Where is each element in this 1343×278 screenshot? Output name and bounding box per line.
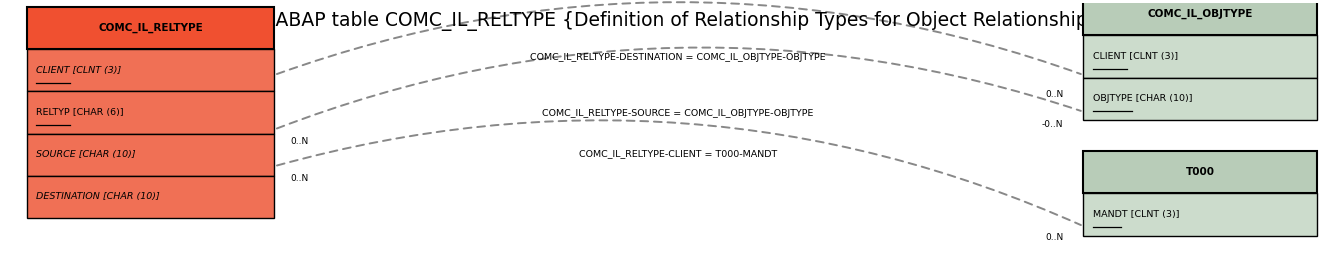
Bar <box>1084 78 1317 120</box>
Bar <box>27 133 274 176</box>
Text: COMC_IL_RELTYPE-CLIENT = T000-MANDT: COMC_IL_RELTYPE-CLIENT = T000-MANDT <box>579 150 778 158</box>
Text: SOURCE [CHAR (10)]: SOURCE [CHAR (10)] <box>36 150 136 159</box>
Text: 0..N: 0..N <box>290 137 309 146</box>
Text: -0..N: -0..N <box>1042 120 1064 128</box>
Bar <box>1084 193 1317 236</box>
Bar <box>1084 151 1317 193</box>
Text: COMC_IL_RELTYPE-DESTINATION = COMC_IL_OBJTYPE-OBJTYPE: COMC_IL_RELTYPE-DESTINATION = COMC_IL_OB… <box>530 53 826 62</box>
Text: OBJTYPE [CHAR (10)]: OBJTYPE [CHAR (10)] <box>1093 94 1193 103</box>
Bar <box>1084 36 1317 78</box>
Text: CLIENT [CLNT (3)]: CLIENT [CLNT (3)] <box>1093 52 1178 61</box>
Text: T000: T000 <box>1186 167 1215 177</box>
Text: 0..N: 0..N <box>1045 90 1064 98</box>
Text: MANDT [CLNT (3)]: MANDT [CLNT (3)] <box>1093 210 1179 219</box>
Bar <box>27 91 274 133</box>
Text: 0..N: 0..N <box>1045 233 1064 242</box>
Bar <box>1084 0 1317 36</box>
Bar <box>27 49 274 91</box>
Text: 0..N: 0..N <box>290 174 309 183</box>
Bar <box>27 176 274 218</box>
Bar <box>27 7 274 49</box>
Text: DESTINATION [CHAR (10)]: DESTINATION [CHAR (10)] <box>36 192 160 201</box>
Text: COMC_IL_OBJTYPE: COMC_IL_OBJTYPE <box>1148 9 1253 19</box>
Text: COMC_IL_RELTYPE-SOURCE = COMC_IL_OBJTYPE-OBJTYPE: COMC_IL_RELTYPE-SOURCE = COMC_IL_OBJTYPE… <box>543 109 814 118</box>
Text: SAP ABAP table COMC_IL_RELTYPE {Definition of Relationship Types for Object Rela: SAP ABAP table COMC_IL_RELTYPE {Definiti… <box>234 11 1109 31</box>
Text: CLIENT [CLNT (3)]: CLIENT [CLNT (3)] <box>36 66 121 75</box>
Text: COMC_IL_RELTYPE: COMC_IL_RELTYPE <box>98 23 203 33</box>
Text: RELTYP [CHAR (6)]: RELTYP [CHAR (6)] <box>36 108 124 117</box>
